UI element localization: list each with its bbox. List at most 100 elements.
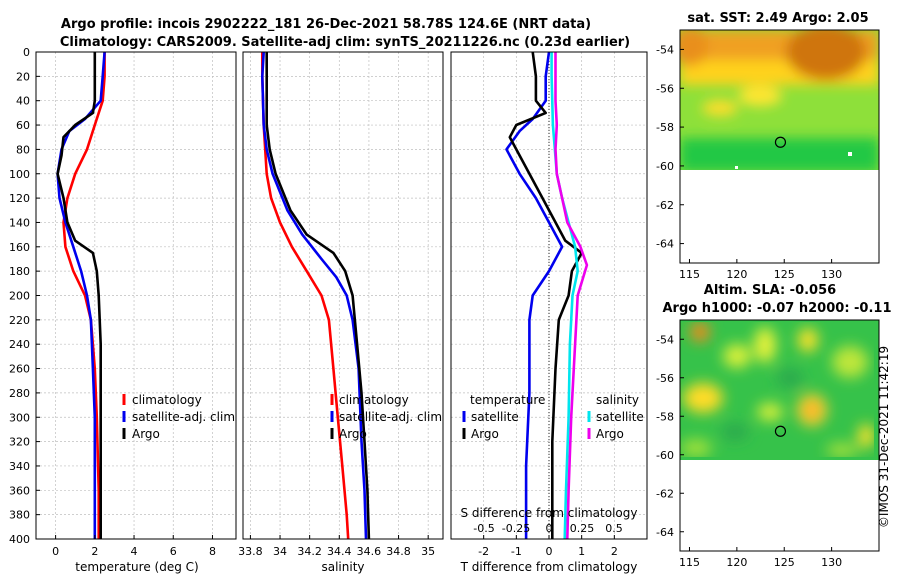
legend-temperature-title: temperature: [470, 393, 545, 407]
series-salinity-satellite: [550, 52, 580, 540]
sst-field: [680, 30, 879, 170]
x-tick-label: 34.6: [357, 545, 382, 558]
argo-location-marker: [774, 425, 787, 437]
depth-tick-label: 20: [16, 70, 30, 83]
depth-tick-label: 140: [9, 216, 30, 229]
series-temperature-satellite: [505, 51, 564, 539]
legend-climatology: climatology: [339, 393, 409, 407]
depth-tick-label: 340: [9, 460, 30, 473]
sla-blobs: [680, 322, 874, 457]
legend-s-argo: Argo: [596, 427, 624, 441]
x-tick-label: 34: [273, 545, 287, 558]
depth-tick-label: 40: [16, 95, 30, 108]
lat-tick-label: -64: [656, 526, 674, 539]
sla-lat-ticks: -54 -56 -58 -60 -62 -64: [656, 333, 684, 539]
depth-tick-label: 320: [9, 436, 30, 449]
depth-tick-label: 360: [9, 484, 30, 497]
figure-title-line1: Argo profile: incois 2902222_181 26-Dec-…: [61, 17, 591, 32]
lat-tick-label: -54: [656, 43, 674, 56]
x-tick-label: 0: [546, 545, 553, 558]
salinity-series: [260, 51, 371, 540]
s-tick: 0.25: [570, 522, 595, 535]
x-tick-label: 8: [209, 545, 216, 558]
depth-tick-label: 100: [9, 168, 30, 181]
temperature-xlabel: temperature (deg C): [75, 560, 198, 574]
series-argo: [56, 52, 102, 539]
s-difference-ticks: -0.5 -0.25 0 0.25 0.5: [473, 522, 622, 535]
lat-tick-label: -58: [656, 410, 674, 423]
legend-t-argo: Argo: [471, 427, 499, 441]
legend-salinity-title: salinity: [596, 393, 639, 407]
depth-tick-label: 300: [9, 411, 30, 424]
depth-tick-label: 260: [9, 363, 30, 376]
depth-tick-label: 400: [9, 533, 30, 546]
temperature-x-ticks: 0 2 4 6 8: [52, 535, 216, 558]
depth-tick-label: 240: [9, 338, 30, 351]
depth-tick-label: 60: [16, 119, 30, 132]
x-tick-label: 34.2: [297, 545, 322, 558]
copyright-text: ©IMOS 31-Dec-2021 11:42:19: [877, 346, 891, 528]
legend-argo: Argo: [339, 427, 367, 441]
difference-legend: temperature satellite Argo salinity sate…: [462, 393, 644, 441]
argo-location-marker: [774, 136, 787, 148]
lat-tick-label: -60: [656, 160, 674, 173]
depth-tick-label: 380: [9, 509, 30, 522]
sla-map: Altim. SLA: -0.056 Argo h1000: -0.07 h20…: [656, 283, 891, 569]
x-tick-label: 35: [421, 545, 435, 558]
difference-x-ticks: -2 -1 0 1 2: [478, 535, 618, 558]
temperature-panel: 0204060801001201401601802002202402602803…: [9, 46, 237, 574]
lat-tick-label: -62: [656, 487, 674, 500]
sst-lat-ticks: -54 -56 -58 -60 -62 -64: [656, 43, 684, 251]
lon-tick-label: 130: [821, 556, 842, 569]
lat-tick-label: -56: [656, 82, 674, 95]
figure-title-line2: Climatology: CARS2009. Satellite-adj cli…: [60, 35, 630, 50]
lat-tick-label: -62: [656, 199, 674, 212]
sst-missing-cell: [735, 166, 738, 169]
t-difference-xlabel: T difference from climatology: [460, 560, 638, 574]
temperature-grid: [36, 51, 236, 540]
lon-tick-label: 130: [821, 268, 842, 281]
sst-map: sat. SST: 2.49 Argo: 2.05 -54 -56 -58 -60 -6…: [656, 11, 880, 281]
x-tick-label: -1: [511, 545, 522, 558]
lat-tick-label: -54: [656, 333, 674, 346]
depth-tick-label: 0: [23, 46, 30, 59]
depth-tick-label: 120: [9, 192, 30, 205]
sst-no-data: [680, 170, 879, 263]
legend-satellite: satellite-adj. clim: [339, 410, 442, 424]
series-satellite-adj-clim: [56, 51, 106, 539]
depth-tick-label: 220: [9, 314, 30, 327]
legend-climatology: climatology: [132, 393, 202, 407]
salinity-grid: [243, 51, 443, 540]
lon-tick-label: 120: [726, 556, 747, 569]
temperature-depth-ticks: 0 20 40 60 80 100 120 140 160 180 200 220 240 260 280 3…: [9, 46, 40, 546]
temperature-series: [56, 51, 106, 539]
sst-map-title: sat. SST: 2.49 Argo: 2.05: [687, 11, 868, 26]
x-tick-label: 2: [91, 545, 98, 558]
sla-no-data: [680, 460, 879, 551]
series-argo: [265, 52, 371, 540]
sst-missing-cell: [848, 152, 852, 156]
lon-tick-label: 125: [774, 556, 795, 569]
sst-blobs: [680, 30, 879, 170]
temperature-legend: climatology satellite-adj. clim Argo: [122, 393, 235, 441]
salinity-xlabel: salinity: [321, 560, 364, 574]
sla-map-title-line1: Altim. SLA: -0.056: [704, 283, 836, 298]
lon-tick-label: 115: [679, 268, 700, 281]
x-tick-label: 34.8: [386, 545, 411, 558]
x-tick-label: -2: [478, 545, 489, 558]
depth-tick-label: 200: [9, 290, 30, 303]
legend-s-satellite: satellite: [596, 410, 644, 424]
s-tick: -0.5: [473, 522, 494, 535]
s-tick: 0.5: [605, 522, 623, 535]
x-tick-label: 6: [170, 545, 177, 558]
lon-tick-label: 125: [774, 268, 795, 281]
depth-tick-label: 160: [9, 241, 30, 254]
salinity-x-ticks: 33.8 34 34.2 34.4 34.6 34.8 35: [238, 535, 435, 558]
sst-axes-box: [679, 29, 880, 264]
sla-lon-ticks: 115 120 125 130: [679, 547, 842, 569]
depth-tick-label: 80: [16, 143, 30, 156]
sst-lon-ticks: 115 120 125 130: [679, 259, 842, 281]
x-tick-label: 1: [578, 545, 585, 558]
salinity-panel: 33.8 34 34.2 34.4 34.6 34.8 35 salinity climat…: [238, 51, 444, 574]
